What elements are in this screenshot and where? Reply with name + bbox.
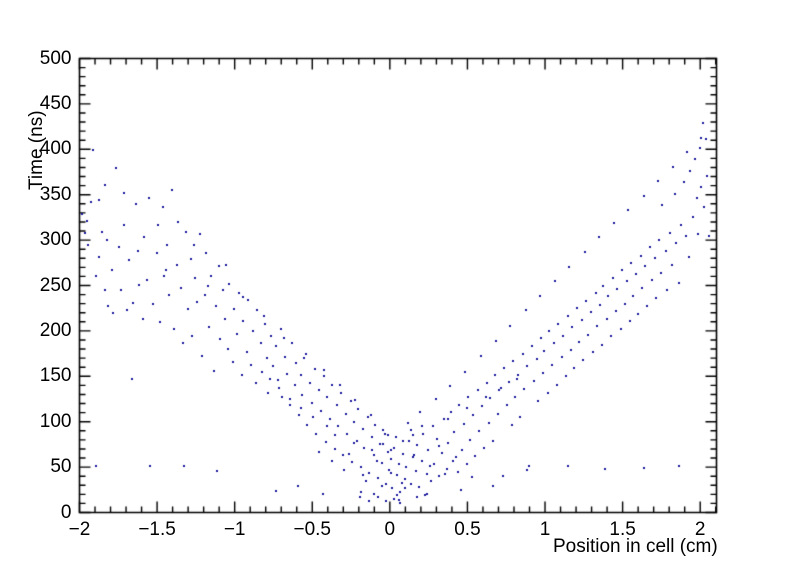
x-axis-tick-label: 0.5 [454, 518, 481, 540]
x-axis-tick-label: 2 [694, 518, 706, 540]
x-axis-tick-label: 0 [384, 518, 396, 540]
y-axis-tick-label: 500 [39, 47, 72, 69]
y-axis-tick-label: 400 [39, 138, 72, 160]
y-axis-tick-label: 250 [39, 274, 72, 296]
y-axis-tick-label: 350 [39, 183, 72, 205]
x-axis-tick-label: −1 [223, 518, 246, 540]
x-axis-tick-label: 1 [539, 518, 551, 540]
y-axis-tick-label: 100 [39, 410, 72, 432]
y-axis-tick-label: 200 [39, 319, 72, 341]
y-axis-tick-label: 150 [39, 365, 72, 387]
x-axis-tick-label: −0.5 [293, 518, 331, 540]
x-axis-title: Position in cell (cm) [553, 536, 718, 557]
y-axis-tick-label: 0 [60, 501, 72, 523]
x-axis-tick-label: −2 [68, 518, 91, 540]
y-axis-tick-label: 450 [39, 92, 72, 114]
x-axis-tick-label: −1.5 [138, 518, 176, 540]
y-axis-tick-label: 300 [39, 229, 72, 251]
x-axis-tick-label: 1.5 [609, 518, 636, 540]
y-axis-tick-label: 50 [50, 456, 72, 478]
